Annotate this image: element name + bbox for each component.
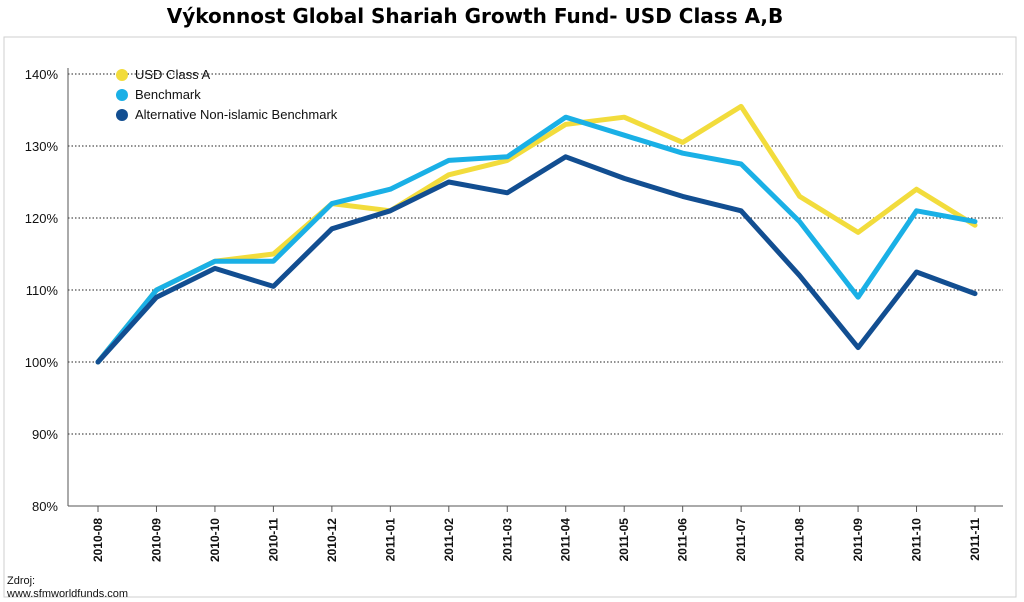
x-tick-label: 2011-05 bbox=[617, 518, 631, 562]
x-tick-label: 2011-03 bbox=[500, 518, 514, 562]
x-tick-label: 2010-12 bbox=[325, 518, 339, 562]
x-tick-label: 2011-01 bbox=[383, 518, 397, 562]
source-url[interactable]: www.sfmworldfunds.com bbox=[7, 588, 129, 600]
legend-marker bbox=[116, 69, 128, 81]
y-tick-label: 100% bbox=[25, 355, 59, 370]
x-tick-label: 2011-07 bbox=[734, 518, 748, 562]
x-tick-label: 2010-10 bbox=[208, 518, 222, 562]
gridlines bbox=[68, 73, 1003, 435]
series-line-3 bbox=[95, 154, 978, 365]
x-tick-label: 2010-11 bbox=[266, 518, 280, 562]
chart-title: Výkonnost Global Shariah Growth Fund- US… bbox=[166, 4, 784, 28]
source-label: Zdroj: bbox=[7, 575, 36, 587]
x-tick-label: 2011-02 bbox=[442, 518, 456, 562]
y-tick-label: 80% bbox=[32, 499, 58, 514]
y-tick-label: 120% bbox=[25, 211, 59, 226]
x-tick-label: 2011-04 bbox=[559, 518, 573, 562]
y-tick-label: 110% bbox=[26, 283, 59, 298]
axes: 140% 130% 120% 110% 100% 90% 80% 2010-08 2010-09… bbox=[25, 67, 1003, 562]
legend-marker bbox=[116, 89, 128, 101]
legend-label: Alternative Non-islamic Benchmark bbox=[135, 107, 338, 122]
legend: USD Class A Benchmark Alternative Non-isla… bbox=[116, 67, 338, 122]
y-tick-label: 90% bbox=[32, 427, 58, 442]
y-tick-label: 130% bbox=[25, 139, 59, 154]
legend-label: USD Class A bbox=[135, 67, 210, 82]
series-line-1 bbox=[95, 103, 978, 365]
x-tick-label: 2011-10 bbox=[910, 518, 924, 562]
series-lines bbox=[95, 103, 978, 365]
y-tick-label: 140% bbox=[25, 67, 59, 82]
chart-frame bbox=[3, 36, 1017, 598]
x-tick-label: 2011-06 bbox=[676, 518, 690, 562]
legend-marker bbox=[116, 109, 128, 121]
x-tick-label: 2010-08 bbox=[91, 518, 105, 562]
x-tick-label: 2011-08 bbox=[793, 518, 807, 562]
x-tick-label: 2011-09 bbox=[851, 518, 865, 562]
series-line-2 bbox=[95, 114, 978, 365]
x-tick-label: 2011-11 bbox=[968, 518, 982, 561]
source-note: Zdroj: www.sfmworldfunds.com bbox=[7, 575, 128, 601]
x-tick-label: 2010-09 bbox=[149, 518, 163, 562]
legend-label: Benchmark bbox=[135, 87, 201, 102]
